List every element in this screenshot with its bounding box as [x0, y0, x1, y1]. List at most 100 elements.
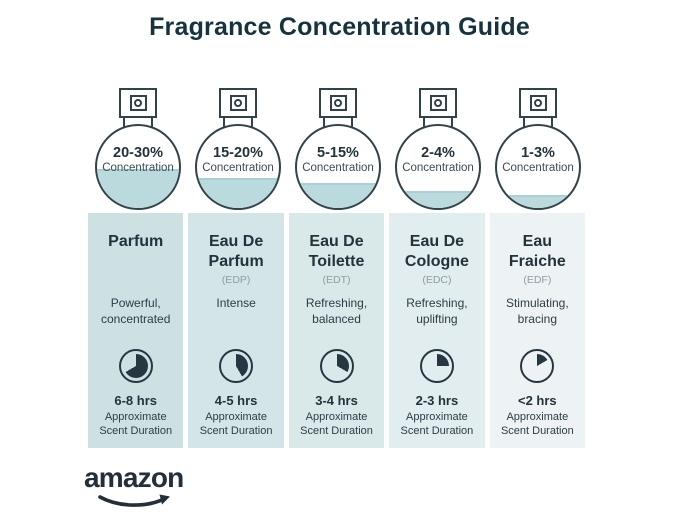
duration-value: 3-4 hrs [315, 393, 358, 408]
perfume-bottle-icon: 15-20% Concentration [188, 86, 288, 212]
clock-pie-fill [324, 354, 349, 378]
bottle-column-parfum: 20-30% Concentration [88, 86, 188, 212]
card-eau-de-cologne: Eau De Cologne (EDC) Refreshing, uplifti… [389, 213, 485, 448]
concentration-label: Concentration [302, 162, 374, 174]
card-name-block: Eau De Cologne (EDC) [393, 232, 480, 296]
bottle-column-edf: 1-3% Concentration [488, 86, 588, 212]
amazon-logo: amazon [84, 462, 194, 509]
card-title: Eau De Parfum [208, 233, 264, 270]
spray-nozzle-icon [329, 95, 347, 111]
card-abbreviation: (EDF) [523, 274, 552, 286]
clock-pie-fill [525, 354, 550, 378]
card-name-block: Eau Fraiche (EDF) [494, 232, 581, 296]
spray-nozzle-icon [429, 95, 447, 111]
clock-icon [419, 349, 454, 383]
spray-cap-icon [419, 88, 457, 118]
duration-label-line2: Scent Duration [99, 425, 173, 438]
card-name-block: Eau De Parfum (EDP) [192, 232, 279, 296]
spray-cap-icon [319, 88, 357, 118]
duration-label: Approximate Scent Duration [200, 410, 273, 438]
card-title: Parfum [108, 233, 164, 250]
bottle-body: 2-4% Concentration [395, 124, 481, 210]
spray-cap-icon [119, 88, 157, 118]
cards-row: Parfum Powerful, concentrated 6-8 hrs Ap… [88, 213, 586, 448]
clock-icon [319, 349, 354, 383]
card-title: Eau De Cologne [404, 233, 469, 270]
duration-label-line1: Approximate [205, 411, 267, 423]
liquid-fill [497, 194, 579, 208]
duration-value: <2 hrs [517, 393, 557, 408]
liquid-fill [97, 168, 179, 208]
bottle-body: 15-20% Concentration [195, 124, 281, 210]
duration-value: 6-8 hrs [114, 393, 158, 408]
duration-label-line1: Approximate [104, 411, 167, 423]
card-abbreviation: (EDP) [221, 274, 251, 286]
clock-pie-fill [424, 354, 449, 378]
concentration-percent: 5-15% [317, 145, 359, 161]
concentration-label: Concentration [102, 162, 174, 174]
liquid-fill [197, 177, 279, 208]
duration-label-line1: Approximate [506, 411, 569, 423]
perfume-bottle-icon: 1-3% Concentration [488, 86, 588, 212]
card-name-block: Parfum [108, 232, 163, 296]
clock-icon [118, 349, 153, 383]
duration-value: 2-3 hrs [415, 393, 459, 408]
spray-nozzle-icon [229, 95, 247, 111]
bottle-column-edt: 5-15% Concentration [288, 86, 388, 212]
duration-value: 4-5 hrs [214, 393, 258, 408]
duration-label: Approximate Scent Duration [99, 410, 172, 438]
bottle-body: 1-3% Concentration [495, 124, 581, 210]
nozzle-hole-icon [434, 99, 442, 107]
clock-pie-fill [224, 354, 249, 378]
clock-icon [520, 349, 555, 383]
perfume-bottle-icon: 5-15% Concentration [288, 86, 388, 212]
concentration-percent: 20-30% [113, 145, 163, 161]
concentration-label: Concentration [402, 162, 474, 174]
card-title: Eau Fraiche [508, 233, 566, 270]
concentration-percent: 2-4% [421, 145, 455, 161]
card-parfum: Parfum Powerful, concentrated 6-8 hrs Ap… [88, 213, 184, 448]
concentration-label: Concentration [202, 162, 274, 174]
concentration-percent: 15-20% [213, 145, 263, 161]
card-eau-de-parfum: Eau De Parfum (EDP) Intense 4-5 hrs Appr… [188, 213, 284, 448]
bottles-row: 20-30% Concentration 15-20% Concentratio… [88, 86, 585, 212]
card-abbreviation: (EDC) [422, 274, 452, 286]
spray-nozzle-icon [529, 95, 547, 111]
card-title: Eau De Toilette [308, 233, 365, 270]
spray-cap-icon [219, 88, 257, 118]
bottle-column-edc: 2-4% Concentration [388, 86, 488, 212]
liquid-fill [297, 183, 379, 208]
duration-label-line1: Approximate [305, 411, 368, 423]
duration-label-line2: Scent Duration [300, 425, 373, 438]
nozzle-hole-icon [334, 99, 342, 107]
duration-label: Approximate Scent Duration [501, 410, 574, 438]
perfume-bottle-icon: 20-30% Concentration [88, 86, 188, 212]
nozzle-hole-icon [134, 99, 142, 107]
amazon-smile-icon [98, 494, 170, 507]
card-name-block: Eau De Toilette (EDT) [293, 232, 380, 296]
duration-label-line2: Scent Duration [400, 425, 474, 438]
nozzle-hole-icon [534, 99, 542, 107]
card-description: Refreshing, uplifting [406, 296, 468, 326]
card-eau-de-toilette: Eau De Toilette (EDT) Refreshing, balanc… [288, 213, 385, 448]
concentration-label: Concentration [502, 162, 574, 174]
card-abbreviation: (EDT) [322, 274, 351, 286]
nozzle-hole-icon [234, 99, 242, 107]
page-title: Fragrance Concentration Guide [149, 13, 530, 41]
duration-label: Approximate Scent Duration [300, 410, 373, 438]
duration-label-line2: Scent Duration [500, 425, 574, 438]
spray-nozzle-icon [129, 95, 147, 111]
bottle-body: 20-30% Concentration [95, 124, 181, 210]
clock-pie-fill [123, 354, 148, 378]
spray-cap-icon [519, 88, 557, 118]
card-description: Stimulating, bracing [505, 296, 569, 326]
duration-label-line2: Scent Duration [199, 425, 273, 438]
liquid-fill [397, 190, 479, 208]
card-description: Intense [216, 296, 256, 310]
card-eau-fraiche: Eau Fraiche (EDF) Stimulating, bracing <… [489, 213, 586, 448]
duration-label-line1: Approximate [406, 411, 468, 423]
concentration-percent: 1-3% [521, 145, 555, 161]
amazon-logo-text: amazon [84, 462, 184, 493]
card-description: Powerful, concentrated [101, 296, 171, 326]
